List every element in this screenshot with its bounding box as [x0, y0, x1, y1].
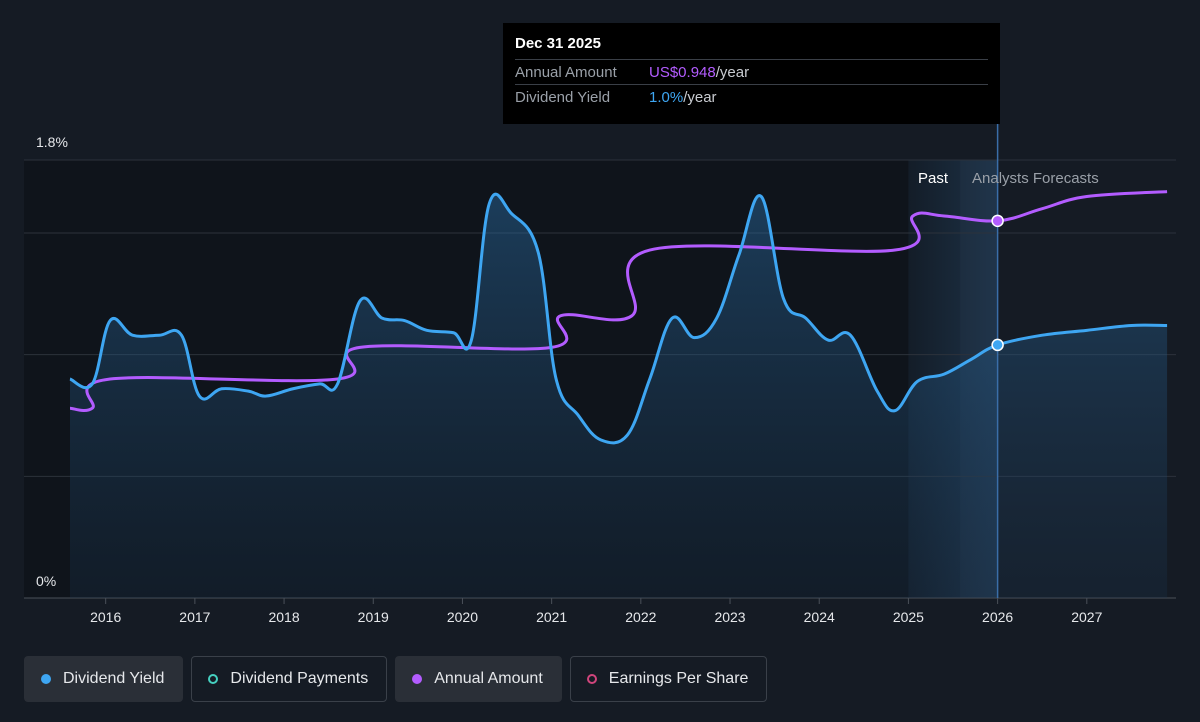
- past-label: Past: [918, 170, 949, 187]
- x-tick-label: 2020: [447, 609, 478, 625]
- dividend-yield-dot-icon: [41, 674, 51, 684]
- x-tick-label: 2025: [893, 609, 924, 625]
- x-tick-label: 2021: [536, 609, 567, 625]
- dividend-yield-marker[interactable]: [991, 338, 1004, 352]
- dividend-payments-ring-icon: [208, 674, 219, 684]
- x-axis: 2016 2017 2018 2019 2020 2021 2022 2023 2024 2025…: [90, 598, 1103, 625]
- legend-label: Annual Amount: [434, 670, 543, 687]
- legend-dividend-yield[interactable]: Dividend Yield: [24, 656, 184, 702]
- x-tick-label: 2024: [804, 609, 835, 625]
- legend-label: Dividend Yield: [63, 670, 165, 687]
- x-tick-label: 2027: [1071, 609, 1102, 625]
- legend: Dividend Yield Dividend Payments Annual …: [24, 656, 768, 702]
- legend-label: Earnings Per Share: [608, 670, 749, 687]
- legend-annual-amount[interactable]: Annual Amount: [395, 656, 562, 702]
- tooltip-label: Annual Amount: [515, 64, 617, 81]
- tooltip-date: Dec 31 2025: [515, 35, 601, 52]
- tooltip-unit: /year: [715, 64, 750, 81]
- legend-label: Dividend Payments: [230, 670, 369, 687]
- dividend-yield-line: [69, 192, 1168, 445]
- x-tick-label: 2022: [625, 609, 656, 625]
- tooltip-value: 1.0%: [649, 89, 684, 106]
- tooltip-row-dividend-yield: Dividend Yield 1.0% /year: [515, 84, 988, 109]
- x-tick-label: 2019: [358, 609, 389, 625]
- x-tick-label: 2017: [179, 609, 210, 625]
- y-tick-label-bottom: 0%: [36, 573, 56, 589]
- x-tick-label: 2016: [90, 609, 121, 625]
- legend-dividend-payments[interactable]: Dividend Payments: [191, 656, 388, 702]
- legend-earnings-per-share[interactable]: Earnings Per Share: [569, 656, 768, 702]
- dividend-yield-area: [70, 194, 1168, 598]
- annual-amount-marker[interactable]: [991, 214, 1004, 228]
- tooltip-row-annual-amount: Annual Amount US$0.948 /year: [515, 59, 988, 84]
- x-tick-label: 2023: [714, 609, 745, 625]
- tooltip-value: US$0.948: [649, 64, 716, 81]
- tooltip-unit: /year: [683, 89, 717, 106]
- tooltip: Dec 31 2025 Annual Amount US$0.948 /year…: [503, 23, 1000, 124]
- earnings-per-share-ring-icon: [586, 674, 597, 684]
- tooltip-label: Dividend Yield: [515, 89, 611, 106]
- x-tick-label: 2026: [982, 609, 1013, 625]
- annual-amount-dot-icon: [412, 674, 423, 684]
- x-tick-label: 2018: [268, 609, 299, 625]
- forecast-label: Analysts Forecasts: [972, 170, 1099, 187]
- y-tick-label-top: 1.8%: [36, 134, 68, 150]
